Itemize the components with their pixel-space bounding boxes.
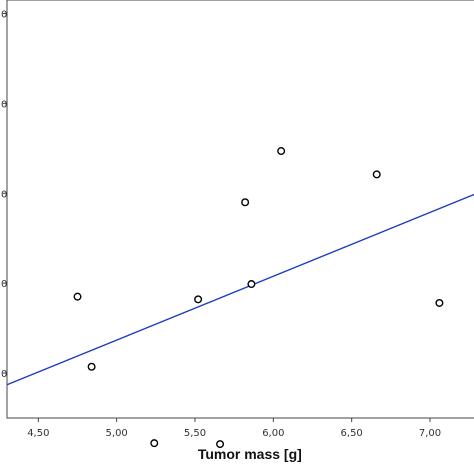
- data-point: [194, 295, 203, 304]
- data-point: [216, 440, 225, 449]
- data-point: [87, 362, 96, 371]
- x-tick-label: 7,00: [419, 428, 441, 439]
- data-point: [435, 298, 444, 307]
- y-tick-label-fragment: 0: [1, 189, 7, 200]
- data-point: [277, 147, 286, 156]
- y-tick-label-fragment: 0: [1, 99, 7, 110]
- plot-frame: [6, 0, 474, 419]
- x-tick-label: 5,00: [106, 428, 128, 439]
- y-tick-label-fragment: 0: [1, 279, 7, 290]
- data-point: [247, 280, 256, 289]
- data-point: [241, 198, 250, 207]
- x-axis-title: Tumor mass [g]: [198, 446, 302, 462]
- data-point: [150, 439, 159, 448]
- data-points: [73, 147, 444, 449]
- data-point: [73, 292, 82, 301]
- y-tick-label-fragment: 0: [1, 9, 7, 20]
- regression-line: [6, 193, 474, 386]
- data-point: [372, 170, 381, 179]
- x-tick-label: 6,50: [341, 428, 363, 439]
- y-axis-ticks: 0 0 0 0 0: [1, 9, 7, 380]
- x-tick-label: 6,00: [262, 428, 284, 439]
- x-axis-ticks: 4,50 5,00 5,50 6,00 6,50 7,00: [27, 418, 441, 439]
- y-tick-label-fragment: 0: [1, 369, 7, 380]
- x-tick-label: 5,50: [184, 428, 206, 439]
- x-tick-label: 4,50: [27, 428, 49, 439]
